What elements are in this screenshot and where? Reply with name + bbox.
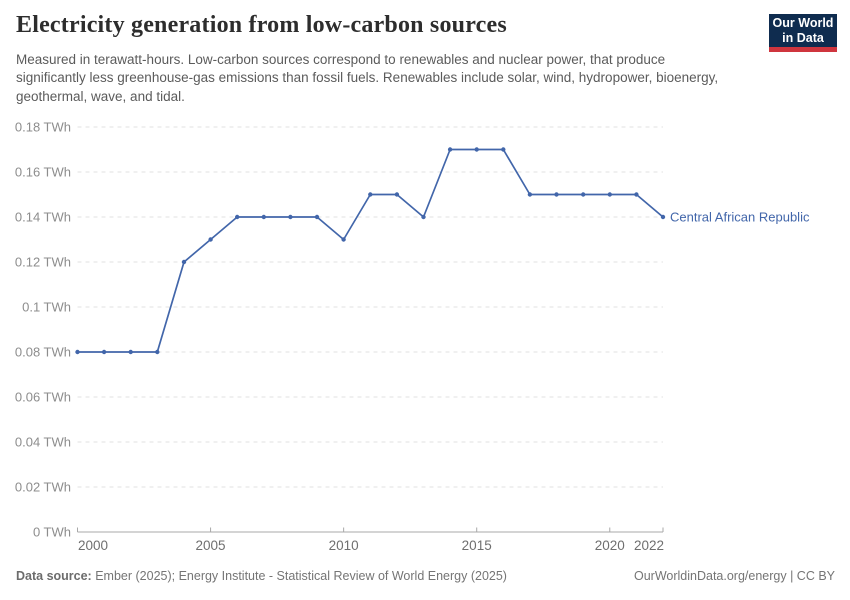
y-tick-label: 0.18 TWh xyxy=(15,120,71,135)
data-point[interactable] xyxy=(128,349,133,355)
data-point[interactable] xyxy=(75,349,80,355)
data-point[interactable] xyxy=(660,214,666,220)
data-point[interactable] xyxy=(235,214,240,220)
x-tick-label: 2010 xyxy=(329,538,359,553)
y-tick-label: 0.16 TWh xyxy=(15,165,71,180)
y-tick-label: 0 TWh xyxy=(33,525,71,540)
data-point[interactable] xyxy=(607,192,612,197)
y-tick-label: 0.1 TWh xyxy=(22,300,71,315)
data-point[interactable] xyxy=(208,237,213,242)
x-tick-label: 2022 xyxy=(634,538,664,553)
data-point[interactable] xyxy=(421,214,426,220)
owid-logo-line1: Our World xyxy=(772,16,834,30)
data-point[interactable] xyxy=(394,192,400,197)
data-point[interactable] xyxy=(474,147,479,152)
data-point[interactable] xyxy=(261,214,266,220)
data-point[interactable] xyxy=(634,192,639,197)
data-source-note: Data source: Ember (2025); Energy Instit… xyxy=(16,569,507,583)
chart-subtitle: Measured in terawatt-hours. Low-carbon s… xyxy=(16,52,719,104)
y-tick-label: 0.06 TWh xyxy=(15,390,71,405)
y-tick-label: 0.14 TWh xyxy=(15,210,71,225)
data-point[interactable] xyxy=(501,147,506,152)
x-tick-label: 2020 xyxy=(595,538,625,553)
data-source-label: Data source: xyxy=(16,569,92,583)
data-point[interactable] xyxy=(527,192,533,197)
data-point[interactable] xyxy=(341,237,346,242)
page-title: Electricity generation from low-carbon s… xyxy=(16,12,507,38)
data-point[interactable] xyxy=(314,214,320,220)
data-point[interactable] xyxy=(181,259,187,265)
entity-label[interactable]: Central African Republic xyxy=(670,210,810,225)
y-tick-label: 0.02 TWh xyxy=(15,480,71,495)
y-tick-label: 0.12 TWh xyxy=(15,255,71,270)
data-point[interactable] xyxy=(101,349,107,355)
x-tick-label: 2000 xyxy=(78,538,108,553)
data-point[interactable] xyxy=(581,192,586,197)
y-tick-label: 0.08 TWh xyxy=(15,345,71,360)
data-source-text: Ember (2025); Energy Institute - Statist… xyxy=(91,569,507,583)
y-tick-label: 0.04 TWh xyxy=(15,435,71,450)
data-point[interactable] xyxy=(554,192,559,197)
footer-link[interactable]: OurWorldinData.org/energy | CC BY xyxy=(633,569,835,583)
data-point[interactable] xyxy=(368,192,373,197)
series-line[interactable] xyxy=(76,148,664,353)
data-point[interactable] xyxy=(155,349,160,355)
x-tick-label: 2005 xyxy=(196,538,226,553)
owid-logo: Our World in Data xyxy=(769,14,837,52)
data-point[interactable] xyxy=(288,214,293,220)
owid-logo-line2: in Data xyxy=(782,31,824,45)
x-tick-label: 2015 xyxy=(462,538,492,553)
data-point[interactable] xyxy=(447,147,453,152)
